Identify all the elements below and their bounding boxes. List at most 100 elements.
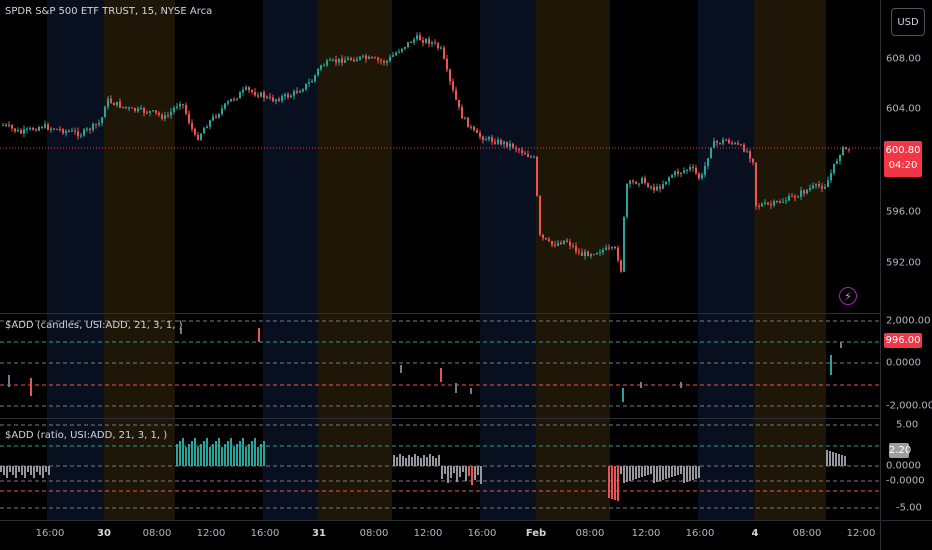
candle-body <box>782 201 784 203</box>
candle-body <box>257 95 259 97</box>
ratio-bar <box>683 466 685 483</box>
time-label: 08:00 <box>792 528 822 539</box>
candle-body <box>185 104 187 114</box>
add-candles-title[interactable]: $ADD (candles, USI:ADD, 21, 3, 1, ) <box>5 320 183 331</box>
candle-body <box>101 117 103 123</box>
candle-body <box>662 184 664 189</box>
ratio-bar <box>6 466 8 478</box>
ratio-bar <box>614 466 616 500</box>
ratio-bar <box>611 466 613 499</box>
ratio-bar <box>179 441 181 466</box>
ratio-bar <box>200 444 202 466</box>
time-label: 16:00 <box>250 528 280 539</box>
candle-body <box>758 206 760 208</box>
candle-body <box>365 55 367 59</box>
candle-body <box>551 241 553 245</box>
pane-divider[interactable] <box>0 418 880 419</box>
time-label: 08:00 <box>359 528 389 539</box>
candle-body <box>266 96 268 98</box>
candle-body <box>692 167 694 169</box>
add-axis-label: 2,000.00 <box>886 315 931 327</box>
candle-body <box>731 143 733 145</box>
ratio-axis-label: 5.00 <box>896 419 919 431</box>
candle-body <box>323 65 325 67</box>
ratio-bar <box>671 466 673 477</box>
candle-body <box>596 252 598 255</box>
candle-body <box>293 90 295 96</box>
add-ratio-title[interactable]: $ADD (ratio, USI:ADD, 21, 3, 1, ) <box>5 430 168 441</box>
candle-body <box>224 103 226 109</box>
last-price-value: 600.80 <box>885 145 921 156</box>
candle-body <box>452 81 454 91</box>
ratio-bar <box>656 466 658 482</box>
candle-body <box>428 39 430 44</box>
candle-body <box>665 181 667 185</box>
session-band <box>698 0 754 520</box>
candle-body <box>842 146 844 156</box>
lightning-bolt-icon[interactable]: ⚡ <box>839 287 857 305</box>
candle-body <box>98 122 100 125</box>
candle-body <box>764 202 766 205</box>
ratio-bar <box>623 466 625 483</box>
candle-body <box>464 117 466 119</box>
candle-body <box>302 89 304 92</box>
candle-body <box>713 141 715 148</box>
candle-body <box>236 98 238 100</box>
ratio-bar <box>674 466 676 476</box>
candle-body <box>392 55 394 57</box>
ratio-bar <box>420 458 422 466</box>
candle-body <box>11 125 13 129</box>
time-label: 16:00 <box>35 528 65 539</box>
candle-body <box>485 139 487 141</box>
pane-divider[interactable] <box>0 313 880 314</box>
chart-plot[interactable] <box>0 0 880 520</box>
candle-body <box>620 260 622 272</box>
add-candle <box>680 382 682 388</box>
session-band <box>536 0 610 520</box>
candle-body <box>410 42 412 44</box>
ratio-bar <box>45 466 47 472</box>
candle-body <box>245 87 247 90</box>
symbol-title[interactable]: SPDR S&P 500 ETF TRUST, 15, NYSE Arca <box>5 6 213 17</box>
candle-body <box>368 56 370 59</box>
candle-body <box>821 186 823 189</box>
candle-body <box>86 128 88 130</box>
add-candle <box>400 365 402 373</box>
add-candle <box>258 328 260 342</box>
add-candle <box>8 375 10 387</box>
candle-body <box>95 123 97 125</box>
time-label: 16:00 <box>685 528 715 539</box>
candle-body <box>668 177 670 182</box>
price-label: 592.00 <box>886 257 921 269</box>
candle-body <box>641 178 643 184</box>
ratio-bar <box>27 466 29 472</box>
candle-body <box>191 122 193 129</box>
candle-body <box>827 180 829 188</box>
candle-body <box>239 92 241 99</box>
candle-body <box>407 42 409 47</box>
ratio-bar <box>206 438 208 466</box>
ratio-bar <box>838 454 840 466</box>
candle-body <box>176 106 178 108</box>
ratio-bar <box>182 438 184 466</box>
candle-body <box>344 60 346 63</box>
candle-body <box>227 101 229 104</box>
candle-body <box>83 129 85 136</box>
candle-body <box>215 116 217 118</box>
candle-body <box>566 240 568 242</box>
session-band <box>754 0 826 520</box>
ratio-bar <box>230 438 232 466</box>
candle-body <box>659 186 661 189</box>
ratio-bar <box>245 447 247 466</box>
candle-body <box>320 65 322 69</box>
candle-body <box>830 173 832 181</box>
candle-body <box>608 247 610 249</box>
ratio-bar <box>629 466 631 481</box>
candle-body <box>422 40 424 43</box>
currency-button[interactable]: USD <box>891 8 925 36</box>
ratio-bar <box>405 458 407 466</box>
ratio-bar <box>21 466 23 475</box>
time-label: 30 <box>97 528 111 539</box>
candle-body <box>482 136 484 141</box>
